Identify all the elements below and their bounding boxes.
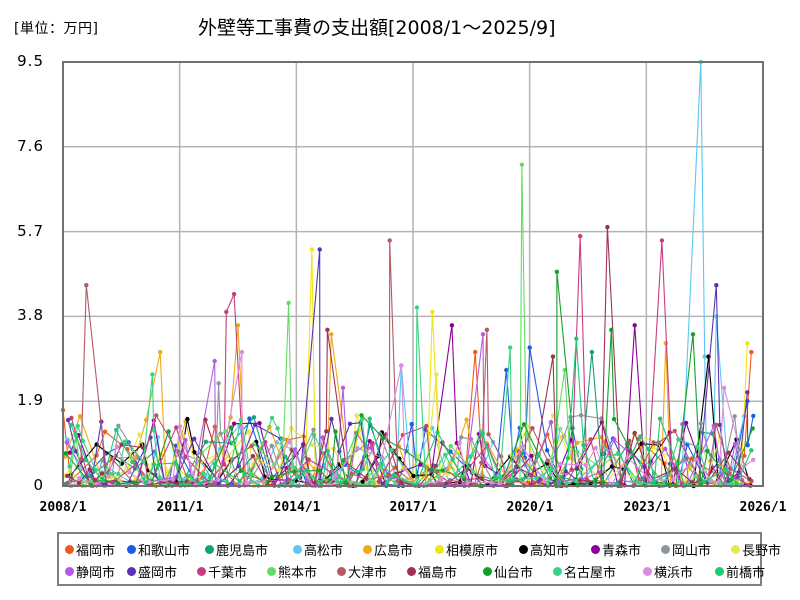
legend-marker-icon: [337, 566, 346, 576]
legend-item: 高松市: [293, 540, 363, 559]
legend-item: 名古屋市: [553, 562, 643, 581]
legend-marker-icon: [65, 544, 74, 554]
legend-label: 仙台市: [494, 565, 534, 581]
series-line: [67, 61, 745, 487]
legend-label: 熊本市: [278, 565, 318, 581]
legend-marker-icon: [293, 544, 302, 554]
legend-label: 前橋市: [726, 565, 766, 581]
plot-frame: [62, 61, 764, 487]
legend-marker-icon: [127, 544, 136, 554]
legend-label: 福岡市: [76, 543, 116, 559]
legend-item: 岡山市: [661, 540, 731, 559]
legend-item: 高知市: [519, 540, 591, 559]
y-tick-label: 5.7: [17, 222, 44, 240]
legend-marker-icon: [731, 544, 740, 554]
chart-title: 外壁等工事費の支出額[2008/1～2025/9]: [198, 17, 556, 39]
legend-label: 和歌山市: [138, 543, 191, 559]
x-tick-label: 2011/1: [156, 500, 204, 515]
x-tick-label: 2017/1: [389, 500, 437, 515]
legend-marker-icon: [553, 566, 562, 576]
legend-marker-icon: [407, 566, 416, 576]
unit-label: [単位：万円]: [14, 21, 99, 37]
legend-item: 静岡市: [65, 562, 127, 581]
y-tick-label: 9.5: [17, 52, 44, 70]
legend-marker-icon: [205, 544, 214, 554]
y-tick-label: 1.9: [17, 391, 44, 409]
legend-marker-icon: [643, 566, 652, 576]
legend-item: 横浜市: [643, 562, 715, 581]
legend-item: 熊本市: [267, 562, 337, 581]
legend-label: 静岡市: [76, 565, 116, 581]
legend-item: 仙台市: [483, 562, 553, 581]
series-line: [66, 334, 743, 487]
legend-item: 広島市: [363, 540, 435, 559]
legend-item: 和歌山市: [127, 540, 205, 559]
series-line: [71, 352, 754, 487]
x-tick-label: 2020/1: [506, 500, 554, 515]
legend-label: 広島市: [374, 543, 414, 559]
legend-marker-icon: [65, 566, 74, 576]
legend-item: 福岡市: [65, 540, 127, 559]
legend-label: 高知市: [530, 543, 570, 559]
legend-marker-icon: [197, 566, 206, 576]
y-tick-label: 3.8: [17, 306, 44, 324]
legend-item: 千葉市: [197, 562, 267, 581]
legend-item: 相模原市: [435, 540, 519, 559]
legend-item: 長野市: [731, 540, 793, 559]
data-series: [60, 59, 756, 489]
chart-legend: 福岡市 和歌山市 鹿児島市 高松市 広島市 相模原市 高知市 青森市 岡山市 長野市 静岡市 盛岡市…: [57, 532, 781, 586]
legend-marker-icon: [519, 544, 528, 554]
x-tick-label: 2023/1: [623, 500, 671, 515]
legend-marker-icon: [715, 566, 724, 576]
legend-item: 盛岡市: [127, 562, 197, 581]
plot-area: [60, 59, 764, 489]
legend-marker-icon: [267, 566, 276, 576]
legend-marker-icon: [127, 566, 136, 576]
legend-label: 横浜市: [654, 565, 694, 581]
legend-label: 鹿児島市: [216, 543, 269, 559]
series-line: [67, 240, 752, 487]
legend-row: 静岡市 盛岡市 千葉市 熊本市 大津市 福島市 仙台市 名古屋市 横浜市 前橋市: [65, 560, 785, 582]
legend-item: 前橋市: [715, 562, 785, 581]
x-tick-label: 2026/1: [739, 500, 787, 515]
y-tick-label: 7.6: [17, 137, 44, 155]
legend-item: 福島市: [407, 562, 483, 581]
x-tick-label: 2008/1: [39, 500, 87, 515]
legend-row: 福岡市 和歌山市 鹿児島市 高松市 広島市 相模原市 高知市 青森市 岡山市 長野市: [65, 538, 793, 560]
legend-item: 鹿児島市: [205, 540, 293, 559]
legend-label: 名古屋市: [564, 565, 617, 581]
legend-marker-icon: [435, 544, 444, 554]
legend-marker-icon: [591, 544, 600, 554]
legend-marker-icon: [363, 544, 372, 554]
legend-label: 千葉市: [208, 565, 248, 581]
legend-label: 大津市: [348, 565, 388, 581]
grid-lines: [63, 62, 763, 486]
x-tick-label: 2014/1: [273, 500, 321, 515]
legend-label: 相模原市: [446, 543, 499, 559]
legend-marker-icon: [661, 544, 670, 554]
y-tick-label: 0: [33, 476, 44, 494]
legend-label: 高松市: [304, 543, 344, 559]
legend-item: 大津市: [337, 562, 407, 581]
legend-label: 青森市: [602, 543, 642, 559]
legend-label: 長野市: [742, 543, 782, 559]
legend-item: 青森市: [591, 540, 661, 559]
legend-label: 盛岡市: [138, 565, 178, 581]
legend-label: 福島市: [418, 565, 458, 581]
legend-marker-icon: [483, 566, 492, 576]
legend-label: 岡山市: [672, 543, 712, 559]
